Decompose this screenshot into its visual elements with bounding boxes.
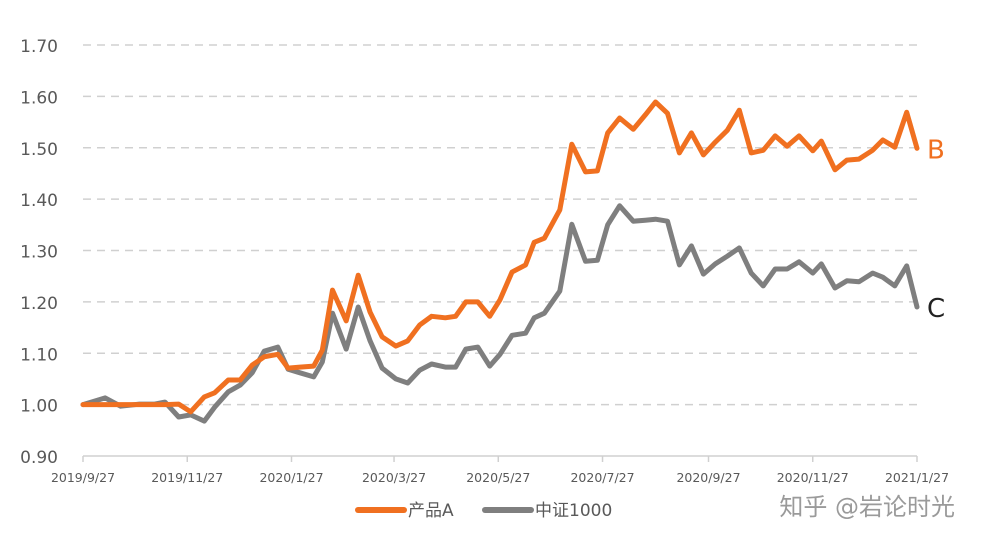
- y-tick-label: 1.00: [20, 397, 58, 417]
- series-lines: [80, 99, 920, 424]
- x-tick-label: 2020/3/27: [362, 470, 426, 485]
- watermark: 知乎 @岩论时光: [779, 493, 955, 521]
- y-tick-label: 1.20: [20, 294, 58, 314]
- series-end-label: C: [927, 294, 945, 324]
- y-tick-label: 0.90: [20, 448, 58, 468]
- legend-label: 产品A: [408, 501, 454, 521]
- x-tick-label: 2019/11/27: [151, 470, 223, 485]
- series-line: [80, 99, 920, 415]
- end-labels: BC: [927, 135, 945, 324]
- series-line: [80, 203, 920, 424]
- x-tick-label: 2019/9/27: [51, 470, 115, 485]
- legend: 产品A 中证1000: [355, 501, 612, 521]
- legend-label: 中证1000: [535, 501, 612, 521]
- x-tick-label: 2020/5/27: [466, 470, 530, 485]
- y-tick-label: 1.40: [20, 191, 58, 211]
- series-end-label: B: [927, 135, 945, 165]
- y-tick-label: 1.10: [20, 345, 58, 365]
- x-tick-label: 2020/7/27: [570, 470, 634, 485]
- x-tick-label: 2020/1/27: [259, 470, 323, 485]
- y-tick-label: 1.50: [20, 140, 58, 160]
- x-axis: 2019/9/27 2019/11/27 2020/1/27 2020/3/27 202…: [51, 455, 949, 485]
- y-tick-label: 1.60: [20, 88, 58, 108]
- x-tick-label: 2020/9/27: [676, 470, 740, 485]
- y-tick-label: 1.70: [20, 37, 58, 57]
- x-tick-label: 2020/11/27: [777, 470, 849, 485]
- x-tick-label: 2021/1/27: [885, 470, 949, 485]
- y-tick-label: 1.30: [20, 243, 58, 263]
- y-axis: 0.90 1.00 1.10 1.20 1.30 1.40 1.50 1.60 1.70: [20, 37, 58, 468]
